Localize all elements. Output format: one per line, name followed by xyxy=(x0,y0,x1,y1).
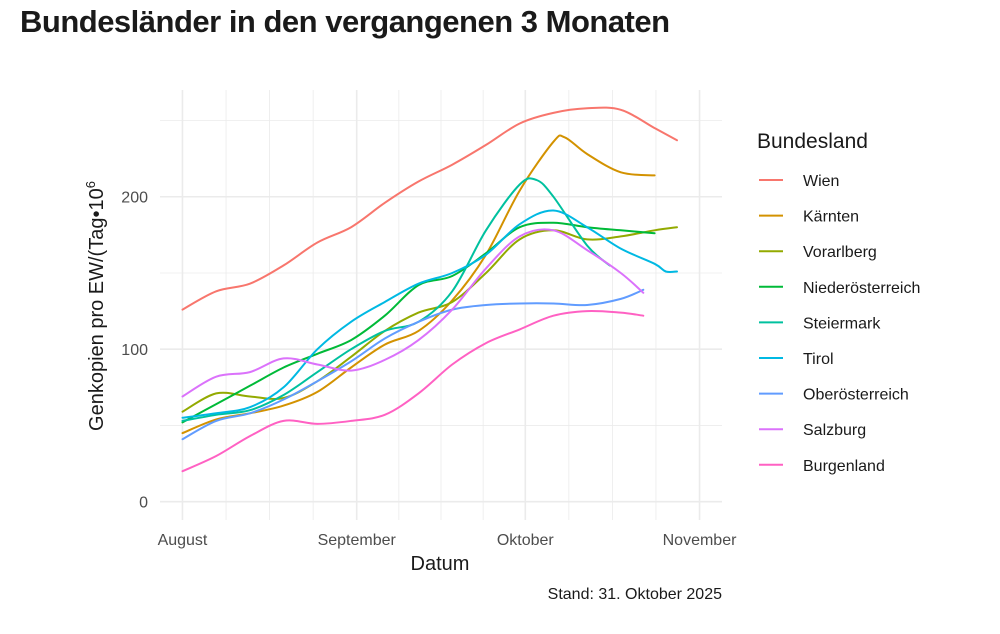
y-axis-title-exponent: 6 xyxy=(83,181,98,188)
x-tick-label: September xyxy=(318,532,397,549)
x-tick-label: Oktober xyxy=(497,532,555,549)
y-axis-title: Genkopien pro EW/(Tag•106 xyxy=(83,181,108,431)
legend-label: Tirol xyxy=(803,351,834,368)
x-axis-title: Datum xyxy=(411,553,470,575)
y-axis-ticks: 0 100 200 xyxy=(121,190,148,512)
x-axis-ticks: August September Oktober November xyxy=(158,532,738,549)
legend-label: Wien xyxy=(803,173,839,190)
legend-label: Steiermark xyxy=(803,315,881,332)
line-chart: August September Oktober November 0 100 200 D… xyxy=(0,0,1000,634)
series-line-steiermark xyxy=(183,178,610,421)
series-lines xyxy=(183,108,678,472)
x-tick-label: August xyxy=(158,532,208,549)
legend-label: Burgenland xyxy=(803,458,885,475)
legend-label: Vorarlberg xyxy=(803,244,877,261)
legend-label: Niederösterreich xyxy=(803,280,920,297)
y-axis-title-main: Genkopien pro EW/(Tag xyxy=(86,218,108,431)
legend-label: Kärnten xyxy=(803,209,859,226)
x-tick-label: November xyxy=(663,532,737,549)
legend-label: Oberösterreich xyxy=(803,387,909,404)
y-tick-label: 0 xyxy=(139,495,148,512)
y-axis-title-base: 10 xyxy=(86,188,108,210)
y-axis-title-sep: • xyxy=(86,211,108,218)
legend-label: Salzburg xyxy=(803,422,866,439)
y-tick-label: 200 xyxy=(121,190,148,207)
legend-title: Bundesland xyxy=(757,130,868,153)
legend: Wien Kärnten Vorarlberg Niederösterreich Ste… xyxy=(759,173,920,475)
y-tick-label: 100 xyxy=(121,342,148,359)
caption: Stand: 31. Oktober 2025 xyxy=(548,586,722,603)
